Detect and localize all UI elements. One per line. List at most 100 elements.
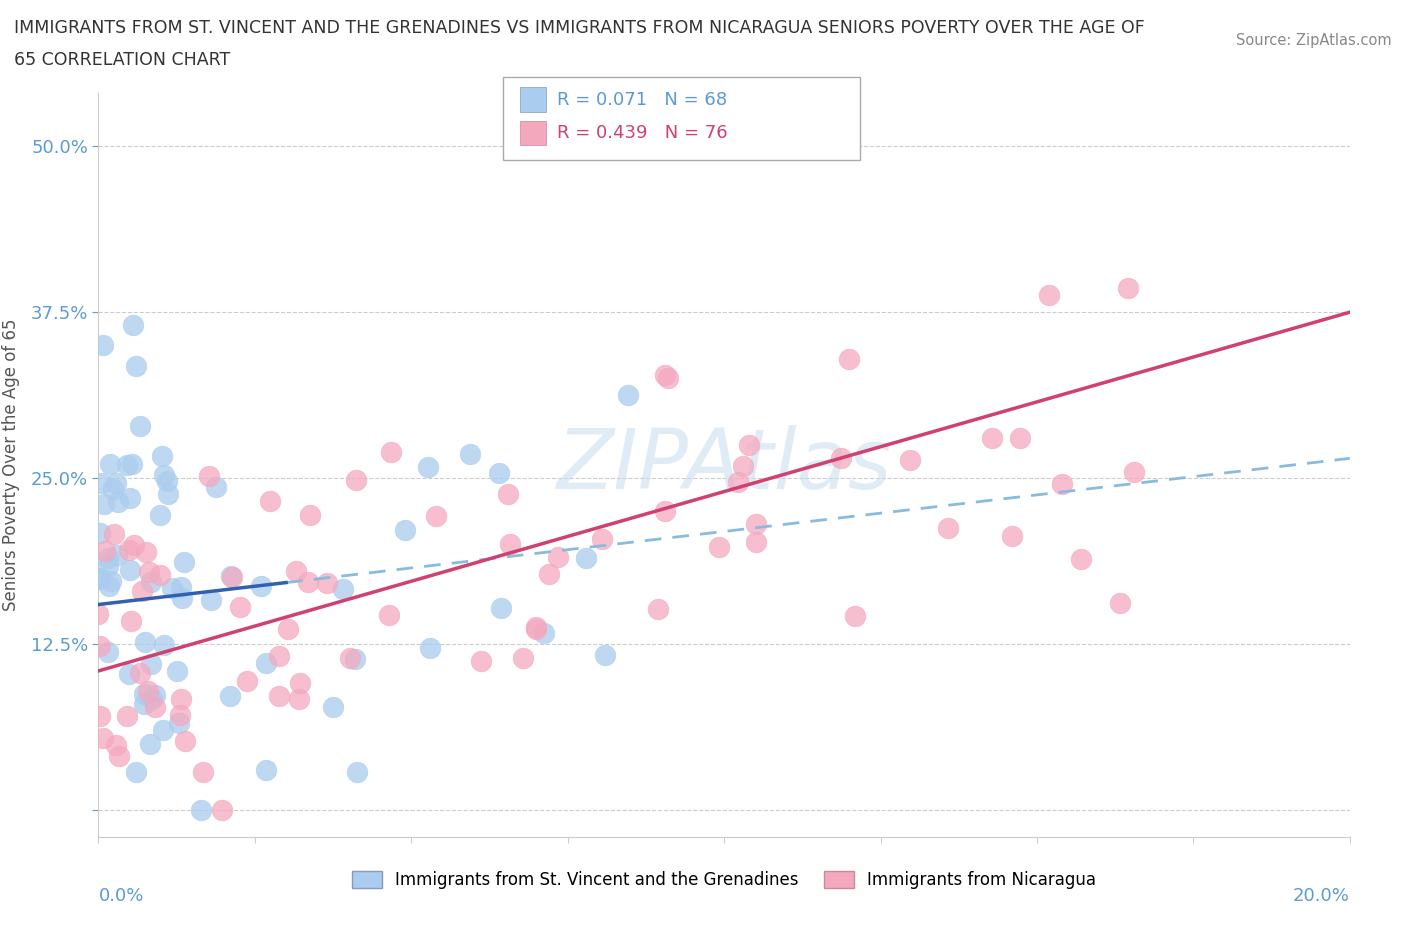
- Point: [1008, 431, 1031, 445]
- Point: [1070, 551, 1092, 566]
- Point: [149, 568, 172, 583]
- Point: [134, 635, 156, 650]
- Point: [419, 641, 441, 656]
- Point: [499, 537, 522, 551]
- Point: [136, 684, 159, 698]
- Point: [174, 734, 197, 749]
- Point: [537, 567, 560, 582]
- Point: [547, 550, 569, 565]
- Point: [141, 656, 163, 671]
- Point: [593, 647, 616, 662]
- Point: [1123, 464, 1146, 479]
- Point: [211, 803, 233, 817]
- Point: [118, 542, 141, 557]
- Point: [575, 551, 598, 565]
- Point: [617, 388, 640, 403]
- Text: ZIPAtlas: ZIPAtlas: [557, 424, 891, 506]
- Y-axis label: Seniors Poverty Over the Age of 65: Seniors Poverty Over the Age of 65: [1, 319, 20, 611]
- Point: [173, 554, 195, 569]
- Point: [149, 507, 172, 522]
- Point: [105, 475, 128, 490]
- Point: [97, 559, 120, 574]
- Point: [190, 803, 212, 817]
- Point: [591, 532, 613, 547]
- Point: [707, 539, 730, 554]
- Point: [288, 675, 311, 690]
- Point: [103, 482, 125, 497]
- Point: [221, 569, 243, 584]
- Legend: Immigrants from St. Vincent and the Grenadines, Immigrants from Nicaragua: Immigrants from St. Vincent and the Gren…: [346, 864, 1102, 896]
- Point: [132, 697, 155, 711]
- Point: [981, 431, 1004, 445]
- Point: [298, 508, 321, 523]
- Point: [727, 474, 749, 489]
- Point: [125, 359, 148, 374]
- Point: [378, 607, 401, 622]
- Point: [132, 687, 155, 702]
- Point: [936, 521, 959, 536]
- Point: [93, 497, 115, 512]
- Point: [488, 466, 510, 481]
- Point: [1116, 281, 1139, 296]
- Point: [236, 673, 259, 688]
- Point: [87, 571, 110, 586]
- Point: [200, 592, 222, 607]
- Point: [104, 737, 127, 752]
- Point: [198, 469, 221, 484]
- Point: [219, 688, 242, 703]
- Point: [118, 563, 141, 578]
- Point: [139, 737, 162, 751]
- Point: [98, 457, 121, 472]
- Text: 0.0%: 0.0%: [98, 887, 143, 906]
- Point: [93, 543, 115, 558]
- Point: [458, 446, 481, 461]
- Point: [89, 709, 111, 724]
- Point: [533, 625, 555, 640]
- Point: [170, 692, 193, 707]
- Point: [122, 538, 145, 553]
- Point: [143, 687, 166, 702]
- Point: [654, 367, 676, 382]
- Point: [156, 474, 179, 489]
- Point: [121, 457, 143, 472]
- Point: [125, 764, 148, 779]
- Point: [838, 352, 860, 366]
- Point: [87, 606, 110, 621]
- Point: [654, 504, 676, 519]
- Text: R = 0.071   N = 68: R = 0.071 N = 68: [557, 90, 727, 109]
- Point: [143, 700, 166, 715]
- Point: [141, 691, 163, 706]
- Text: 20.0%: 20.0%: [1294, 887, 1350, 906]
- Text: IMMIGRANTS FROM ST. VINCENT AND THE GRENADINES VS IMMIGRANTS FROM NICARAGUA SENI: IMMIGRANTS FROM ST. VINCENT AND THE GREN…: [14, 19, 1144, 36]
- Point: [122, 318, 145, 333]
- Point: [315, 576, 337, 591]
- Point: [167, 715, 190, 730]
- Point: [524, 619, 547, 634]
- Point: [332, 581, 354, 596]
- Point: [344, 472, 367, 487]
- Point: [738, 437, 761, 452]
- Point: [160, 581, 183, 596]
- Point: [97, 578, 120, 593]
- Point: [89, 571, 111, 586]
- Point: [745, 535, 768, 550]
- Point: [322, 699, 344, 714]
- Point: [491, 600, 513, 615]
- Point: [733, 458, 755, 473]
- Point: [97, 644, 120, 659]
- Point: [135, 545, 157, 560]
- Point: [269, 648, 291, 663]
- Point: [277, 621, 299, 636]
- Point: [138, 565, 160, 579]
- Point: [343, 652, 366, 667]
- Point: [170, 580, 193, 595]
- Point: [152, 723, 174, 737]
- Point: [128, 666, 150, 681]
- Text: 65 CORRELATION CHART: 65 CORRELATION CHART: [14, 51, 231, 69]
- Point: [97, 551, 120, 565]
- Point: [90, 475, 112, 490]
- Point: [416, 459, 439, 474]
- Point: [1108, 596, 1130, 611]
- Point: [219, 569, 242, 584]
- Point: [647, 602, 669, 617]
